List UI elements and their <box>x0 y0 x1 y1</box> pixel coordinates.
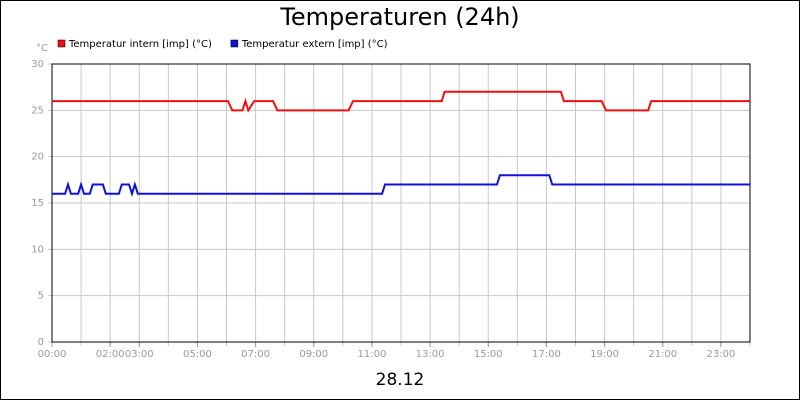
x-tick-label: 17:00 <box>532 349 561 360</box>
legend-swatch <box>230 39 239 48</box>
x-tick-label: 13:00 <box>416 349 445 360</box>
x-tick-label: 21:00 <box>648 349 677 360</box>
x-tick-label: 05:00 <box>183 349 212 360</box>
chart-title: Temperaturen (24h) <box>279 3 519 31</box>
line <box>52 90 750 113</box>
y-tick-label: 20 <box>31 152 44 163</box>
x-tick-label: 15:00 <box>474 349 503 360</box>
y-tick-label: 0 <box>38 337 44 348</box>
x-tick-label: 23:00 <box>707 349 736 360</box>
x-tick-label: 00:00 <box>38 349 67 360</box>
y-tick-label: 30 <box>31 59 44 70</box>
legend-swatch <box>57 39 66 48</box>
x-tick-label: 11:00 <box>358 349 387 360</box>
y-tick-label: 15 <box>31 198 44 209</box>
x-tick-label: 09:00 <box>299 349 328 360</box>
x-tick-label: 02:00 <box>96 349 125 360</box>
x-tick-label: 19:00 <box>590 349 619 360</box>
plot-border <box>51 63 751 343</box>
x-tick-label: 03:00 <box>125 349 154 360</box>
legend-label: Temperatur intern [imp] (°C) <box>68 39 212 50</box>
legend-label: Temperatur extern [imp] (°C) <box>241 39 388 50</box>
y-unit: °C <box>36 43 48 54</box>
x-label: 28.12 <box>376 370 425 390</box>
y-tick-label: 25 <box>31 105 44 116</box>
line <box>52 174 750 198</box>
y-tick-label: 5 <box>38 291 44 302</box>
x-tick-label: 07:00 <box>241 349 270 360</box>
y-tick-label: 10 <box>31 244 44 255</box>
